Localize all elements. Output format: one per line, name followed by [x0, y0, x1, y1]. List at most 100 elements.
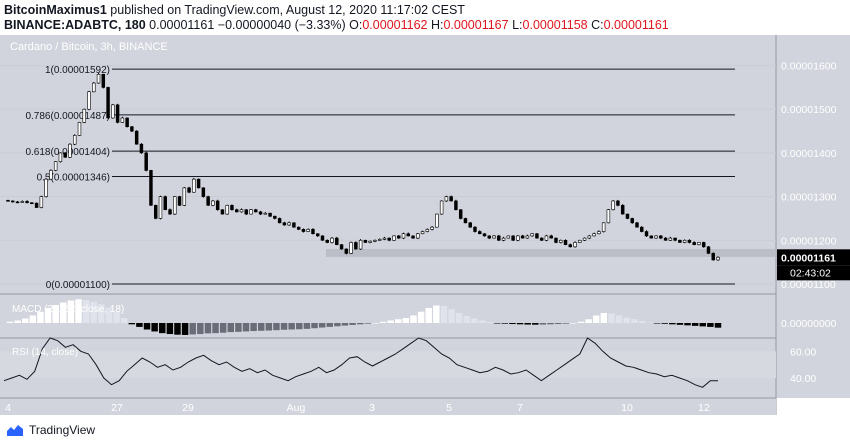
candle-down [463, 218, 468, 224]
open-label: O: [349, 18, 363, 32]
candle-up [239, 209, 244, 213]
candle-down [320, 235, 325, 241]
candle-down [663, 237, 668, 241]
current-price-label: 0.00001161 [781, 252, 836, 264]
macd-histogram-bar [6, 321, 14, 323]
macd-histogram-bar [296, 323, 303, 330]
candle-up [559, 239, 563, 243]
candle-up [401, 233, 406, 239]
macd-histogram-bar [372, 323, 379, 324]
candle-down [549, 235, 553, 239]
fib-level-label: 0.618(0.00001404) [25, 147, 110, 158]
macd-histogram-bar [67, 300, 75, 323]
macd-histogram-bar [189, 323, 196, 335]
macd-histogram-bar [585, 319, 592, 323]
macd-histogram-bar [554, 323, 562, 325]
candle-down [363, 239, 368, 243]
candle-down [701, 242, 706, 248]
macd-tick-label: 0.00000000 [781, 318, 837, 330]
candle-up [525, 235, 530, 239]
candle-down [487, 235, 492, 239]
macd-histogram-bar [570, 323, 577, 324]
candle-down [659, 235, 663, 239]
macd-histogram-bar [326, 323, 333, 327]
tradingview-logo[interactable]: TradingView [6, 423, 95, 437]
candle-down [101, 74, 106, 88]
close-value: 0.00001161 [603, 18, 669, 32]
time-tick-label: 5 [446, 402, 452, 414]
rsi-line [3, 337, 718, 388]
candle-down [649, 235, 654, 239]
candle-up [82, 108, 86, 123]
candle-down [458, 209, 463, 219]
candle-down [678, 239, 682, 243]
candle-down [316, 233, 320, 237]
open-value: 0.00001162 [362, 18, 428, 32]
macd-histogram-bar [227, 323, 235, 333]
macd-histogram-bar [318, 323, 326, 328]
candle-down [134, 130, 139, 145]
candle-down [644, 231, 649, 237]
candle-down [539, 237, 544, 241]
candle-down [411, 235, 415, 239]
candle-up [439, 200, 444, 215]
macd-histogram-bar [448, 309, 455, 323]
candle-up [173, 196, 177, 215]
candle-up [611, 200, 615, 211]
candle-up [368, 240, 372, 243]
chart-title: Cardano / Bitcoin, 3h, BINANCE [10, 41, 168, 53]
macd-histogram-bar [356, 323, 364, 325]
candle-down [130, 126, 134, 132]
candle-down [292, 222, 296, 228]
macd-histogram-bar [235, 323, 242, 332]
current-price-box [777, 249, 850, 266]
candle-down [616, 200, 620, 206]
macd-histogram-bar [219, 323, 227, 333]
candle-down [449, 196, 453, 202]
candle-down [63, 152, 67, 158]
candle-up [68, 143, 72, 158]
candle-down [535, 233, 539, 239]
fib-level-label: 0(0.00001100) [46, 280, 110, 291]
candle-down [230, 205, 234, 211]
candle-up [58, 152, 63, 162]
low-label: L: [512, 18, 523, 32]
fib-level-label: 1(0.00001592) [45, 65, 110, 76]
candle-up [44, 178, 48, 197]
macd-histogram-bar [425, 308, 432, 323]
macd-histogram-bar [98, 304, 105, 323]
macd-histogram-bar [113, 311, 120, 323]
macd-histogram-bar [661, 323, 668, 324]
macd-histogram-bar [151, 323, 158, 332]
countdown-label: 02:43:02 [790, 267, 831, 279]
candle-up [158, 196, 163, 219]
chart-area[interactable]: 1(0.00001592) 0.786(0.00001487) 0.618(0.00… [0, 35, 850, 415]
candle-down [187, 187, 191, 193]
author-name[interactable]: BitcoinMaximus1 [4, 3, 107, 17]
macd-histogram-bar [75, 299, 82, 323]
high-value: 0.00001167 [443, 18, 509, 32]
price-axis-background [776, 35, 850, 398]
macd-histogram-bar [364, 323, 372, 324]
candle-down [301, 229, 306, 232]
candle-down [625, 213, 630, 219]
candle-down [339, 244, 344, 250]
macd-histogram-bar [143, 323, 151, 330]
macd-histogram-bar [509, 323, 516, 325]
candle-up [53, 161, 58, 171]
macd-histogram-bar [288, 323, 295, 330]
countdown-box [777, 265, 850, 281]
macd-histogram-bar [379, 321, 387, 323]
price-tick-label: 0.00001200 [781, 235, 837, 247]
candle-up [192, 178, 196, 193]
candle-up [435, 213, 439, 228]
price-chart[interactable]: 1(0.00001592) 0.786(0.00001487) 0.618(0.00… [0, 35, 850, 415]
macd-histogram-bar [212, 323, 219, 334]
macd-histogram-bar [493, 323, 501, 324]
candle-down [244, 209, 248, 215]
candle-down [163, 196, 167, 211]
ohlc-line: BINANCE:ADABTC, 180 0.00001161 −0.000000… [4, 18, 669, 32]
price-change: −0.00000040 (−3.33%) [217, 18, 346, 32]
candle-up [111, 104, 115, 119]
candle-up [682, 239, 687, 243]
